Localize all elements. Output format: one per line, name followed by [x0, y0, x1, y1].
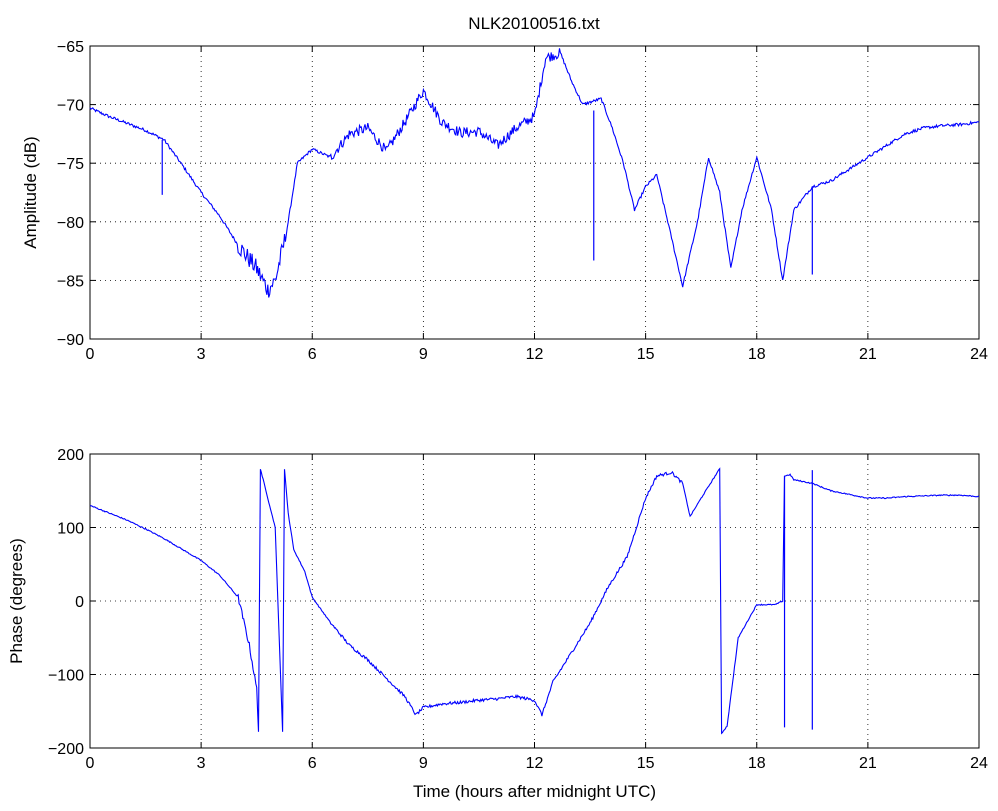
- amp-ytick-label: −70: [57, 98, 84, 115]
- phase-xtick-label: 15: [637, 755, 655, 772]
- phase-xtick-label: 18: [748, 755, 766, 772]
- phase-ytick-label: 0: [75, 594, 84, 611]
- phase-xlabel: Time (hours after midnight UTC): [413, 782, 656, 801]
- phase-plot: 0 3 6 9 12 15 18 21 24 −200 −100 0 100 200 Phase (degr…: [7, 447, 988, 801]
- amp-xtick-label: 9: [419, 346, 428, 363]
- amp-xtick-label: 12: [526, 346, 544, 363]
- phase-ytick-label: −200: [48, 741, 84, 758]
- amp-xtick-label: 21: [859, 346, 877, 363]
- phase-xtick-label: 0: [86, 755, 95, 772]
- phase-ytick-label: 200: [57, 447, 84, 464]
- phase-xtick-label: 6: [308, 755, 317, 772]
- amp-ytick-label: −90: [57, 332, 84, 349]
- amp-axes-box: [89, 45, 980, 340]
- amp-ytick-label: −85: [57, 273, 84, 290]
- amp-xtick-label: 3: [197, 346, 206, 363]
- phase-xtick-label: 12: [526, 755, 544, 772]
- amp-xtick-label: 24: [970, 346, 988, 363]
- amp-series-line: [89, 48, 980, 298]
- chart-title: NLK20100516.txt: [468, 14, 600, 33]
- phase-ytick-label: −100: [48, 668, 84, 685]
- phase-series-line: [89, 467, 980, 735]
- phase-xtick-label: 24: [970, 755, 988, 772]
- phase-xtick-label: 21: [859, 755, 877, 772]
- phase-ytick-label: 100: [57, 521, 84, 538]
- amp-xtick-label: 15: [637, 346, 655, 363]
- amp-xtick-label: 6: [308, 346, 317, 363]
- amp-ytick-label: −65: [57, 39, 84, 56]
- amp-ylabel: Amplitude (dB): [21, 136, 40, 248]
- phase-xtick-label: 9: [419, 755, 428, 772]
- amp-ytick-label: −80: [57, 215, 84, 232]
- amp-xtick-label: 18: [748, 346, 766, 363]
- phase-ylabel: Phase (degrees): [7, 538, 26, 664]
- amplitude-plot: 0 3 6 9 12 15 18 21 24 −90 −85 −80 −75 −70 −65 Amplitud…: [21, 39, 988, 363]
- amp-xtick-label: 0: [86, 346, 95, 363]
- phase-xtick-label: 3: [197, 755, 206, 772]
- amp-ytick-label: −75: [57, 156, 84, 173]
